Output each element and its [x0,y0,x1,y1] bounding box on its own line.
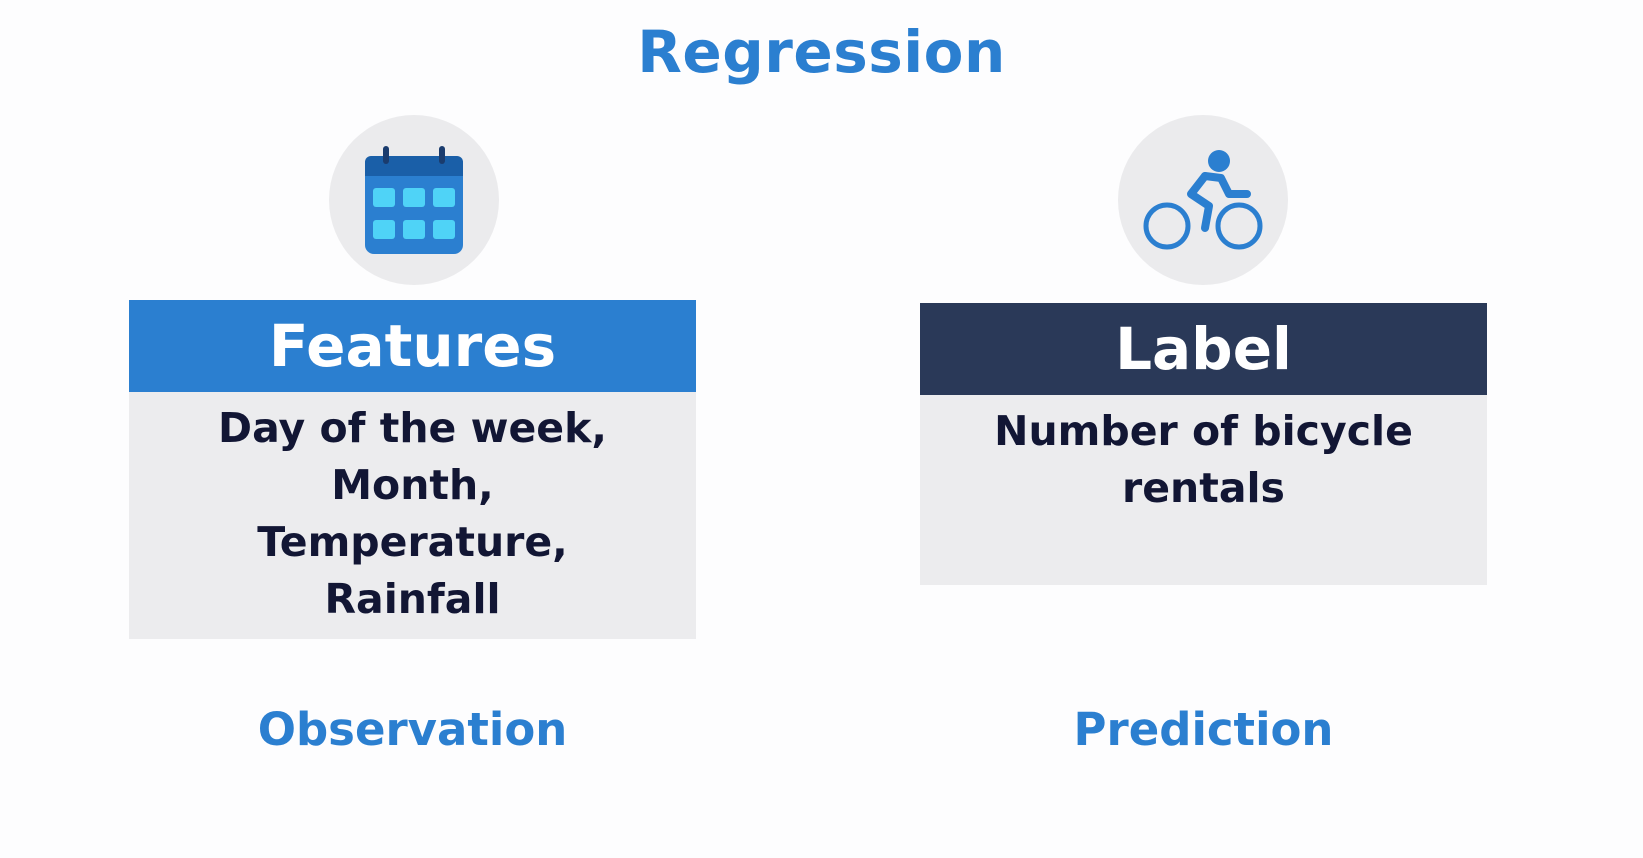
calendar-icon [365,146,463,254]
features-icon-circle [329,115,499,285]
label-card: Label Number of bicycle rentals [920,303,1487,585]
prediction-caption: Prediction [1073,703,1334,756]
features-body: Day of the week, Month, Temperature, Rai… [129,392,696,639]
label-heading: Label [920,303,1487,395]
label-line-1: Number of bicycle [994,407,1413,455]
features-heading: Features [129,300,696,392]
slide-title: Regression [637,18,1006,86]
bicycle-icon [1143,150,1263,250]
features-line-month: Month, [331,461,494,509]
label-line-2: rentals [1122,464,1285,512]
features-card: Features Day of the week, Month, Tempera… [129,300,696,639]
features-line-temperature: Temperature, [257,518,568,566]
label-icon-circle [1118,115,1288,285]
observation-caption: Observation [257,703,568,756]
features-line-day: Day of the week, [218,404,607,452]
label-body: Number of bicycle rentals [920,395,1487,585]
features-line-rainfall: Rainfall [324,575,501,623]
